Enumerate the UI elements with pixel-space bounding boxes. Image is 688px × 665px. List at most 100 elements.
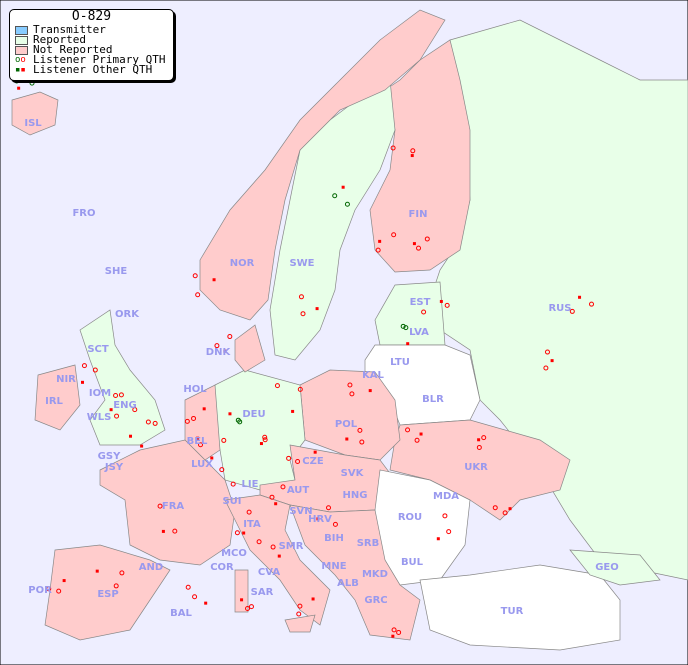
country-label-por: POR xyxy=(28,585,52,596)
listener-other-marker xyxy=(62,579,66,583)
country-label-blr: BLR xyxy=(422,394,444,405)
listener-primary-marker xyxy=(29,80,35,86)
listener-primary-marker xyxy=(235,417,241,423)
listener-other-marker xyxy=(210,456,214,460)
listener-primary-marker xyxy=(405,427,411,433)
listener-primary-marker xyxy=(296,611,302,617)
listener-primary-marker xyxy=(326,505,332,511)
country-fra xyxy=(99,439,236,566)
country-tur xyxy=(419,564,621,651)
country-label-mco: MCO xyxy=(221,548,247,559)
country-fin xyxy=(369,39,471,273)
country-irl xyxy=(34,364,81,431)
listener-other-marker xyxy=(223,349,227,353)
listener-primary-marker xyxy=(424,236,430,242)
country-label-sui: SUI xyxy=(222,496,241,507)
listener-primary-marker xyxy=(502,510,508,516)
country-gbr xyxy=(79,309,166,446)
legend-item-transmitter: Transmitter xyxy=(10,24,173,35)
listener-primary-marker xyxy=(227,334,233,340)
listener-primary-marker xyxy=(589,301,595,307)
country-pol xyxy=(299,369,401,461)
listener-primary-marker xyxy=(391,627,397,633)
listener-primary-marker xyxy=(114,413,120,419)
country-label-alb: ALB xyxy=(337,578,359,589)
listener-other-marker xyxy=(508,507,512,511)
country-label-she: SHE xyxy=(105,266,128,277)
legend-item-reported: Reported xyxy=(10,34,173,45)
listener-primary-marker xyxy=(256,539,262,545)
listener-primary-marker xyxy=(46,586,52,592)
listener-primary-marker xyxy=(543,365,549,371)
country-label-fin: FIN xyxy=(409,209,428,220)
listener-primary-marker xyxy=(332,193,338,199)
listener-primary-marker xyxy=(396,629,402,635)
listener-other-marker xyxy=(341,185,345,189)
listener-primary-marker xyxy=(298,294,304,300)
listener-other-marker xyxy=(316,517,320,521)
country-label-bel: BEL xyxy=(187,436,208,447)
listener-primary-marker xyxy=(359,439,365,445)
listener-other-marker xyxy=(240,598,244,602)
country-label-fro: FRO xyxy=(72,208,95,219)
country-label-rou: ROU xyxy=(398,512,422,523)
listener-other-marker xyxy=(259,442,263,446)
country-label-ltu: LTU xyxy=(390,357,410,368)
country-label-sar: SAR xyxy=(251,587,274,598)
country-label-mne: MNE xyxy=(321,561,346,572)
listener-primary-marker xyxy=(234,530,240,536)
country-label-hol: HOL xyxy=(183,384,207,395)
listener-other-marker xyxy=(204,601,208,605)
country-label-svn: SVN xyxy=(289,506,312,517)
listener-other-marker xyxy=(419,432,423,436)
legend-item-other: ▪▪ Listener Other QTH xyxy=(10,64,173,75)
listener-primary-marker xyxy=(152,420,158,426)
swatch-icon xyxy=(15,45,28,55)
country-label-isl: ISL xyxy=(24,118,42,129)
legend-item-primary: oo Listener Primary QTH xyxy=(10,54,173,65)
listener-primary-marker xyxy=(297,386,303,392)
listener-primary-marker xyxy=(391,232,397,238)
listener-primary-marker xyxy=(192,594,198,600)
country-label-geo: GEO xyxy=(595,562,619,573)
listener-other-marker xyxy=(196,436,200,440)
listener-other-marker xyxy=(81,380,85,384)
listener-primary-marker xyxy=(446,529,452,535)
swatch-icon xyxy=(15,35,28,45)
listener-primary-marker xyxy=(421,309,427,315)
legend-title: O-829 xyxy=(71,9,112,24)
listener-primary-marker xyxy=(195,292,201,298)
listener-primary-marker xyxy=(414,437,420,443)
country-label-and: AND xyxy=(139,562,163,573)
country-label-iom: IOM xyxy=(89,388,111,399)
country-label-cva: CVA xyxy=(258,567,280,578)
square-marker-icon: ▪▪ xyxy=(15,65,26,75)
listener-primary-marker xyxy=(269,494,275,500)
listener-other-marker xyxy=(140,444,144,448)
listener-primary-marker xyxy=(476,444,482,450)
listener-primary-marker xyxy=(492,505,498,511)
country-label-srb: SRB xyxy=(357,538,380,549)
country-sar-cor xyxy=(234,569,249,613)
listener-other-marker xyxy=(129,434,133,438)
listener-other-marker xyxy=(368,389,372,393)
country-label-nir: NIR xyxy=(56,374,76,385)
country-label-tur: TUR xyxy=(501,606,524,617)
country-label-ita: ITA xyxy=(243,519,261,530)
listener-other-marker xyxy=(315,307,319,311)
listener-primary-marker xyxy=(119,570,125,576)
country-label-deu: DEU xyxy=(242,409,265,420)
listener-primary-marker xyxy=(221,437,227,443)
listener-other-marker xyxy=(391,634,395,638)
listener-primary-marker xyxy=(569,308,575,314)
listener-primary-marker xyxy=(344,201,350,207)
country-label-kal: KAL xyxy=(362,370,384,381)
country-label-mkd: MKD xyxy=(362,569,388,580)
listener-primary-marker xyxy=(198,442,204,448)
country-label-hng: HNG xyxy=(343,490,368,501)
listener-primary-marker xyxy=(295,459,301,465)
country-label-mda: MDA xyxy=(433,491,459,502)
listener-other-marker xyxy=(109,408,113,412)
